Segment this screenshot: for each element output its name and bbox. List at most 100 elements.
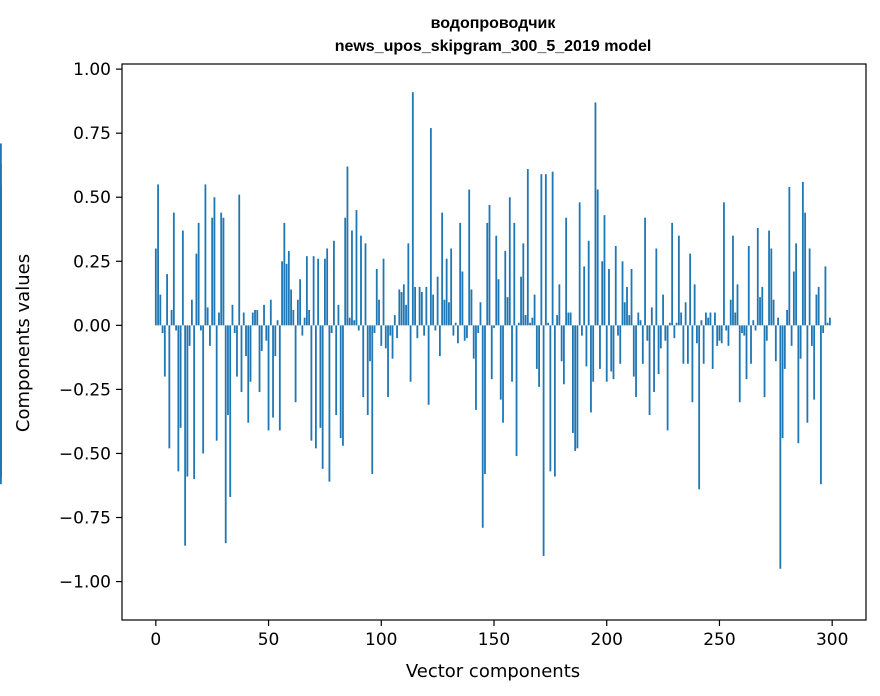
bar [154, 248, 157, 326]
bar [159, 294, 162, 326]
bar [305, 256, 308, 326]
bar [619, 325, 622, 364]
bar [801, 181, 804, 326]
bar [342, 325, 344, 446]
bar [175, 325, 178, 331]
bar [504, 251, 507, 326]
bar [181, 230, 184, 326]
bar [574, 325, 577, 451]
bar [200, 325, 202, 331]
bar [668, 322, 671, 326]
bar [484, 325, 486, 474]
bar [738, 325, 741, 403]
bar [400, 292, 403, 326]
bar [824, 266, 827, 326]
bar [538, 325, 540, 387]
bar [247, 325, 250, 423]
bar [328, 325, 331, 482]
bar [750, 325, 752, 364]
bar [752, 320, 755, 326]
x-tick-label: 50 [258, 630, 280, 650]
bar [339, 325, 342, 439]
bar [592, 325, 595, 382]
bar [438, 325, 441, 357]
bar [488, 204, 491, 326]
bar [817, 286, 820, 326]
bar [190, 299, 193, 326]
bar [251, 312, 254, 326]
bar [792, 271, 795, 326]
bar [290, 289, 292, 326]
bar [441, 212, 444, 326]
bar [0, 325, 2, 390]
bar [614, 245, 617, 326]
bar [206, 307, 209, 326]
bar [725, 325, 728, 331]
bar [632, 325, 635, 377]
bar [303, 317, 306, 326]
bar [224, 325, 227, 544]
bar [197, 222, 200, 326]
bar [436, 276, 439, 326]
bar [675, 322, 678, 326]
bar [475, 325, 477, 410]
bar [641, 325, 644, 364]
bar [355, 210, 358, 326]
bar [770, 248, 773, 326]
bar [238, 194, 241, 326]
bar [188, 325, 191, 346]
bar [515, 325, 518, 457]
bar [296, 299, 299, 326]
bar [344, 217, 347, 326]
bar [265, 325, 268, 341]
bar [459, 222, 462, 326]
bar [387, 325, 389, 398]
bar [179, 325, 182, 428]
bar [513, 222, 516, 326]
bar [357, 325, 360, 331]
bar [364, 243, 367, 326]
x-tick-label: 300 [816, 630, 848, 650]
bar [369, 325, 371, 362]
bar [790, 325, 793, 346]
bar [567, 312, 570, 326]
bar [231, 304, 234, 326]
bar [700, 320, 703, 326]
bar [283, 222, 286, 326]
bar [608, 268, 610, 326]
bar [544, 174, 547, 326]
bar [723, 202, 725, 326]
bar [308, 309, 311, 326]
bar [612, 325, 615, 380]
bar [434, 325, 437, 331]
bar [245, 325, 247, 357]
bar [360, 235, 362, 326]
bar [274, 325, 277, 357]
bar [736, 284, 739, 326]
bar [443, 299, 446, 326]
bar [610, 325, 613, 372]
bar [294, 325, 297, 403]
y-tick-label: 0.25 [73, 252, 111, 272]
bar [233, 325, 236, 334]
bar [804, 212, 807, 326]
bar [684, 302, 687, 326]
bar [427, 325, 430, 405]
bar [425, 286, 428, 326]
bar [549, 325, 552, 472]
bar [213, 197, 216, 326]
bar [479, 302, 482, 326]
bar [671, 222, 674, 326]
bar [774, 325, 777, 362]
bar [326, 248, 329, 326]
bar [630, 268, 633, 326]
bar [657, 325, 660, 375]
bar [337, 304, 340, 326]
bar [301, 325, 304, 336]
bar [348, 317, 351, 326]
bar [163, 325, 166, 377]
bar [795, 243, 798, 326]
bar [256, 309, 259, 326]
bar [477, 325, 480, 334]
